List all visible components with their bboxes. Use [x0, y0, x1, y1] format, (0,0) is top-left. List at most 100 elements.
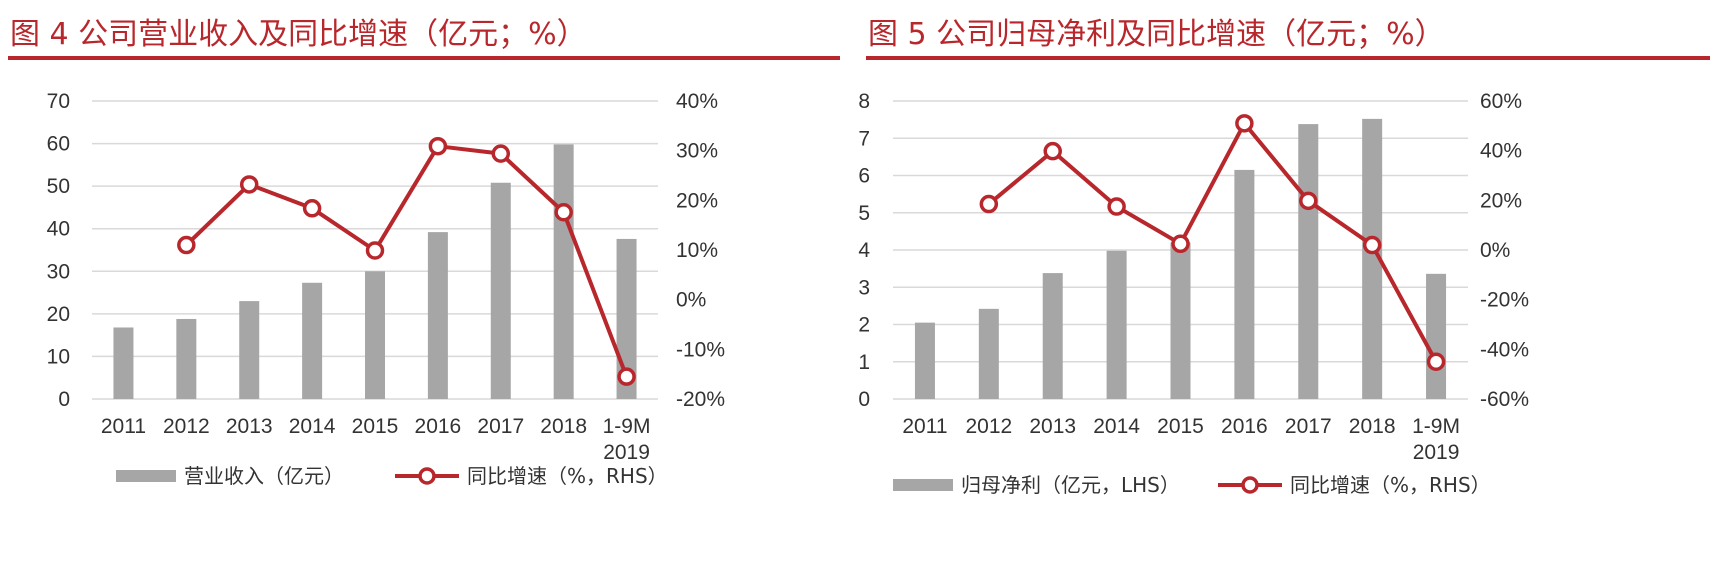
chart-title: 图 4 公司营业收入及同比增速（亿元；%） — [10, 17, 587, 52]
x-axis-tick-label: 2016 — [1221, 415, 1268, 438]
left-axis-tick-label: 40 — [47, 218, 70, 241]
bar — [490, 182, 511, 399]
x-axis-tick-label: 2013 — [226, 415, 273, 438]
chart-revenue: 图 4 公司营业收入及同比增速（亿元；%） 0 10 20 30 40 50 60 70 -20%… — [8, 17, 840, 488]
x-axis-tick-label: 2019 — [1413, 441, 1460, 464]
left-axis-tick-label: 0 — [858, 388, 870, 411]
growth-point — [554, 203, 573, 222]
left-axis-tick-label: 70 — [47, 90, 70, 113]
left-axis-tick-label: 50 — [47, 175, 70, 198]
growth-point — [1171, 234, 1190, 254]
bar — [427, 232, 448, 399]
x-axis-tick-label: 2018 — [1349, 415, 1396, 438]
x-axis-tick-label: 2011 — [902, 415, 947, 438]
bar — [1426, 273, 1447, 399]
bar — [1170, 242, 1191, 399]
title-underline — [8, 56, 840, 60]
growth-point — [1107, 197, 1126, 216]
x-axis-tick-label: 2014 — [1093, 415, 1140, 438]
right-axis-tick-label: -60% — [1480, 388, 1529, 411]
growth-point — [239, 175, 259, 194]
right-axis-tick-label: 20% — [676, 189, 718, 212]
growth-line — [184, 144, 629, 378]
x-axis-tick-label: 2012 — [163, 415, 210, 438]
growth-point — [617, 367, 636, 386]
x-axis-tick-label: 2018 — [540, 415, 587, 438]
chart-title: 图 5 公司归母净利及同比增速（亿元；%） — [868, 17, 1445, 52]
bar — [1234, 169, 1255, 399]
right-axis-tick-label: 20% — [1480, 189, 1522, 212]
bar — [113, 327, 134, 399]
left-axis-tick-label: 6 — [858, 165, 870, 188]
growth-point — [1043, 141, 1062, 161]
title-underline — [866, 56, 1710, 60]
legend-line-label: 同比增速（%，RHS） — [1290, 473, 1491, 497]
bar — [914, 322, 935, 399]
x-axis-tick-label: 2015 — [352, 415, 399, 438]
bar — [302, 282, 323, 399]
growth-point — [302, 199, 322, 218]
x-axis-tick-label: 2013 — [1029, 415, 1076, 438]
legend-line-marker — [418, 467, 436, 485]
growth-point — [1299, 191, 1318, 211]
right-axis-tick-label: -10% — [676, 338, 725, 361]
bar — [365, 271, 385, 399]
bar — [1298, 124, 1319, 399]
x-axis-tick-label: 2014 — [289, 415, 336, 438]
left-axis-tick-label: 3 — [858, 276, 870, 299]
bar — [1106, 250, 1127, 399]
bar — [1042, 273, 1063, 399]
chart-net-profit: 图 5 公司归母净利及同比增速（亿元；%） 0 1 2 3 4 5 6 7 8 -60% -40% -2… — [858, 17, 1710, 497]
left-axis-tick-label: 5 — [858, 202, 870, 225]
x-axis-tick-label: 1-9M — [1412, 415, 1460, 438]
bar — [553, 144, 574, 399]
legend-bar-label: 归母净利（亿元，LHS） — [961, 473, 1180, 497]
legend-bar-swatch — [116, 470, 176, 482]
x-axis-tick-label: 2015 — [1157, 415, 1204, 438]
right-axis-tick-label: 40% — [1480, 140, 1522, 163]
legend-bar-swatch — [893, 479, 953, 491]
right-axis-tick-label: -40% — [1480, 338, 1529, 361]
x-axis-tick-label: 2017 — [477, 415, 524, 438]
left-axis-tick-label: 60 — [47, 133, 70, 156]
growth-point — [428, 136, 448, 156]
chart-panel-net-profit: 图 5 公司归母净利及同比增速（亿元；%） 0 1 2 3 4 5 6 7 8 -60% -40% -2… — [858, 0, 1716, 564]
growth-point — [177, 235, 196, 255]
x-axis-tick-label: 2011 — [101, 415, 146, 438]
x-axis-tick-label: 2019 — [603, 441, 650, 464]
right-axis-tick-label: 0% — [1480, 239, 1510, 262]
left-axis-tick-label: 7 — [858, 127, 870, 150]
right-axis-tick-label: 30% — [676, 140, 718, 163]
growth-point — [491, 144, 511, 163]
growth-point — [365, 241, 385, 260]
bar — [176, 318, 197, 399]
growth-point — [1426, 352, 1446, 371]
x-axis-tick-label: 1-9M — [603, 415, 651, 438]
growth-point — [1235, 114, 1254, 133]
chart-panel-revenue: 图 4 公司营业收入及同比增速（亿元；%） 0 10 20 30 40 50 60 70 -20%… — [8, 17, 840, 488]
growth-point — [979, 194, 999, 214]
bar — [978, 308, 999, 399]
left-axis-tick-label: 2 — [858, 314, 870, 337]
right-axis-tick-label: 40% — [676, 90, 718, 113]
x-axis-tick-label: 2012 — [965, 415, 1012, 438]
growth-line — [987, 121, 1438, 363]
left-axis-tick-label: 0 — [58, 388, 70, 411]
left-axis-tick-label: 1 — [858, 351, 870, 374]
growth-point — [1362, 235, 1382, 255]
left-axis-tick-label: 10 — [47, 345, 70, 368]
x-axis-tick-label: 2017 — [1285, 415, 1332, 438]
right-axis-tick-label: 60% — [1480, 90, 1522, 113]
left-axis-tick-label: 4 — [858, 239, 870, 262]
right-axis-tick-label: -20% — [676, 388, 725, 411]
left-axis-tick-label: 30 — [47, 260, 70, 283]
bar — [239, 301, 260, 399]
right-axis-tick-label: 10% — [676, 239, 718, 262]
right-axis-tick-label: 0% — [676, 289, 706, 312]
legend-line-marker — [1241, 476, 1259, 494]
legend-bar-label: 营业收入（亿元） — [184, 464, 344, 488]
right-axis-tick-label: -20% — [1480, 289, 1529, 312]
x-axis-tick-label: 2016 — [415, 415, 462, 438]
bar — [1362, 118, 1383, 399]
left-axis-tick-label: 8 — [858, 90, 870, 113]
